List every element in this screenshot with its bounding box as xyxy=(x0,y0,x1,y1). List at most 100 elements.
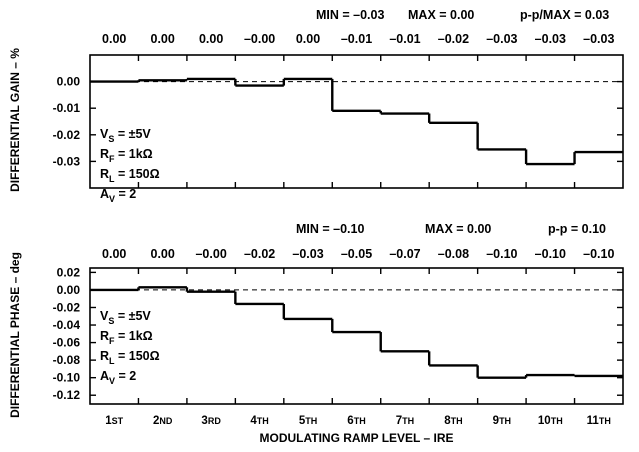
category-number: 7 xyxy=(396,415,402,427)
test-condition: RF = 1kΩ xyxy=(100,147,153,164)
condition-symbol: A xyxy=(100,187,109,201)
condition-value: = 1kΩ xyxy=(115,147,153,161)
category-suffix: TH xyxy=(354,416,366,426)
summary-stat: p-p/MAX = 0.03 xyxy=(520,8,609,22)
category-suffix: TH xyxy=(257,416,269,426)
condition-symbol: A xyxy=(100,369,109,383)
value-label: 0.00 xyxy=(102,247,126,261)
y-tick-label: -0.02 xyxy=(53,300,81,314)
y-tick-label: -0.10 xyxy=(53,371,81,385)
value-label: –0.01 xyxy=(389,32,420,46)
category-number: 10 xyxy=(538,415,551,427)
value-label: –0.05 xyxy=(341,247,372,261)
x-category-label: 7TH xyxy=(396,415,414,427)
condition-symbol: R xyxy=(100,329,109,343)
x-category-label: 10TH xyxy=(538,415,563,427)
x-category-label: 2ND xyxy=(153,415,173,427)
category-number: 1 xyxy=(105,415,112,427)
category-suffix: TH xyxy=(499,416,511,426)
x-category-label: 11TH xyxy=(587,415,611,427)
category-number: 11 xyxy=(587,415,600,427)
differential-gain-panel: 0.00 -0.01 -0.02 -0.03 0.00 0.00 0.00 –0.00 0.00… xyxy=(8,8,624,204)
condition-symbol: R xyxy=(100,167,109,181)
value-label: –0.10 xyxy=(486,247,517,261)
category-number: 6 xyxy=(347,415,353,427)
test-condition: VS = ±5V xyxy=(100,127,151,144)
value-label: –0.07 xyxy=(389,247,420,261)
y-tick-label: -0.12 xyxy=(53,388,81,402)
x-category-label: 3RD xyxy=(201,415,221,427)
x-category-label: 6TH xyxy=(347,415,365,427)
category-number: 3 xyxy=(201,415,207,427)
plot-frame xyxy=(89,54,624,189)
y-tick-label: -0.08 xyxy=(53,353,81,367)
category-suffix: ST xyxy=(112,416,124,426)
category-number: 5 xyxy=(299,415,306,427)
category-suffix: TH xyxy=(305,416,317,426)
value-label: –0.02 xyxy=(438,32,469,46)
condition-subscript: V xyxy=(109,376,115,386)
test-condition: AV = 2 xyxy=(100,369,136,386)
category-suffix: TH xyxy=(451,416,463,426)
condition-subscript: S xyxy=(108,316,114,326)
y-tick-label: -0.02 xyxy=(53,128,81,142)
category-suffix: RD xyxy=(208,416,221,426)
condition-subscript: V xyxy=(109,194,115,204)
condition-symbol: R xyxy=(100,147,109,161)
value-label: –0.10 xyxy=(535,247,566,261)
condition-symbol: V xyxy=(100,309,109,323)
summary-stat: p-p = 0.10 xyxy=(548,222,606,236)
condition-value: = 150Ω xyxy=(115,167,160,181)
test-condition: VS = ±5V xyxy=(100,309,151,326)
category-suffix: TH xyxy=(599,416,611,426)
value-label: 0.00 xyxy=(199,32,223,46)
y-axis-label: DIFFERENTIAL PHASE – deg xyxy=(8,252,22,418)
x-category-label: 8TH xyxy=(444,415,462,427)
condition-subscript: L xyxy=(109,356,115,366)
category-number: 2 xyxy=(153,415,159,427)
condition-value: = 2 xyxy=(115,369,136,383)
category-suffix: TH xyxy=(551,416,563,426)
x-category-label: 4TH xyxy=(250,415,268,427)
y-tick-label: -0.03 xyxy=(53,154,81,168)
plot-frame xyxy=(89,267,624,405)
condition-value: = ±5V xyxy=(114,127,151,141)
category-suffix: ND xyxy=(159,416,172,426)
value-label: –0.03 xyxy=(583,32,614,46)
summary-stat: MAX = 0.00 xyxy=(425,222,491,236)
condition-value: = 150Ω xyxy=(115,349,160,363)
condition-subscript: F xyxy=(109,154,115,164)
y-axis-label: DIFFERENTIAL GAIN – % xyxy=(8,48,22,192)
x-category-label: 5TH xyxy=(299,415,317,427)
y-tick-label: 0.00 xyxy=(57,75,81,89)
test-condition: RL = 150Ω xyxy=(100,167,160,184)
y-tick-label: -0.06 xyxy=(53,336,81,350)
differential-phase-panel: 0.02 0.00 -0.02 -0.04 -0.06 -0.08 -0.10 -0.12 0.… xyxy=(8,222,624,418)
condition-subscript: L xyxy=(109,174,115,184)
condition-value: = 1kΩ xyxy=(115,329,153,343)
x-axis-label: MODULATING RAMP LEVEL – IRE xyxy=(259,431,453,445)
summary-stat: MAX = 0.00 xyxy=(408,8,474,22)
value-label: –0.01 xyxy=(341,32,372,46)
y-tick-label: 0.02 xyxy=(57,265,81,279)
condition-subscript: S xyxy=(108,134,114,144)
x-category-label: 9TH xyxy=(493,415,511,427)
condition-value: = 2 xyxy=(115,187,136,201)
test-condition: AV = 2 xyxy=(100,187,136,204)
condition-symbol: R xyxy=(100,349,109,363)
category-number: 8 xyxy=(444,415,451,427)
value-label: –0.03 xyxy=(292,247,323,261)
y-tick-label: 0.00 xyxy=(57,283,81,297)
summary-stat: MIN = –0.03 xyxy=(316,8,384,22)
value-label: 0.00 xyxy=(296,32,320,46)
category-suffix: TH xyxy=(402,416,414,426)
test-condition: RF = 1kΩ xyxy=(100,329,153,346)
value-label: 0.00 xyxy=(151,247,175,261)
value-label: 0.00 xyxy=(102,32,126,46)
value-label: –0.02 xyxy=(244,247,275,261)
x-axis: 1ST 2ND 3RD 4TH 5TH 6TH 7TH 8TH 9TH 10TH 11THMODUL… xyxy=(105,415,611,445)
value-label: –0.03 xyxy=(486,32,517,46)
category-number: 9 xyxy=(493,415,499,427)
y-tick-label: -0.01 xyxy=(53,101,81,115)
